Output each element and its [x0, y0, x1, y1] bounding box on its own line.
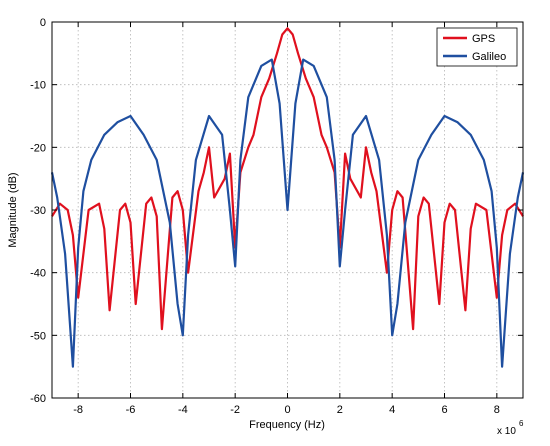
y-tick-label: 0 [40, 17, 46, 29]
y-axis-label: Magnitude (dB) [7, 172, 19, 247]
x-axis-multiplier: x 10 6 [497, 419, 524, 437]
x-tick-label: 4 [389, 404, 395, 416]
x-tick-label: -2 [230, 404, 240, 416]
x-tick-label: 0 [284, 404, 290, 416]
x-axis-multiplier-base: x 10 [497, 426, 516, 437]
x-axis-label: Frequency (Hz) [249, 419, 325, 431]
y-axis-ticks: 0 -10 -20 -30 -40 -50 -60 [30, 17, 523, 405]
y-tick-label: -60 [30, 393, 46, 405]
x-tick-label: 6 [441, 404, 447, 416]
series-lines [50, 27, 525, 368]
y-tick-label: -50 [30, 330, 46, 342]
legend-label-gps: GPS [472, 33, 495, 45]
x-axis-ticks: -8 -6 -4 -2 0 2 4 6 8 [73, 22, 500, 416]
legend: GPS Galileo [436, 27, 518, 67]
x-tick-label: 8 [494, 404, 500, 416]
series-line-gps [51, 27, 524, 331]
y-tick-label: -20 [30, 142, 46, 154]
x-tick-label: -4 [178, 404, 188, 416]
legend-label-galileo: Galileo [472, 51, 506, 63]
y-tick-label: -10 [30, 80, 46, 92]
x-tick-label: -8 [73, 404, 83, 416]
y-tick-label: -40 [30, 268, 46, 280]
x-axis-multiplier-exponent: 6 [519, 419, 524, 428]
series-line-galileo [50, 58, 525, 368]
y-tick-label: -30 [30, 205, 46, 217]
x-tick-label: 2 [337, 404, 343, 416]
x-tick-label: -6 [126, 404, 136, 416]
legend-box [436, 27, 518, 67]
